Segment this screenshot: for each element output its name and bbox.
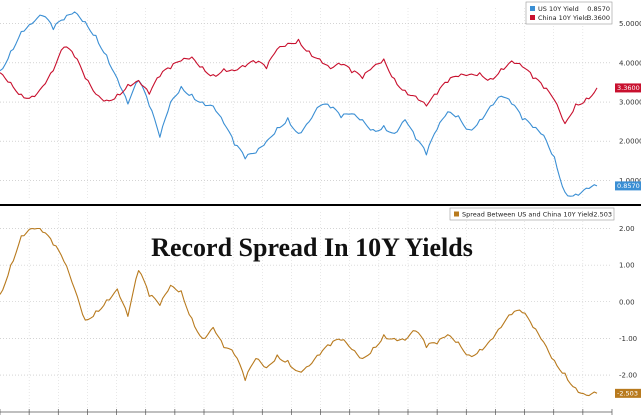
lower-legend: Spread Between US and China 10Y Yield -2…: [449, 207, 615, 221]
upper-y-tick-label: 2.0000: [619, 138, 641, 146]
lower-last-value-badge-0: [615, 388, 641, 398]
upper-y-tick-label: 3.0000: [619, 99, 641, 107]
upper-legend: US 10Y Yield 0.8570 China 10Y Yield 3.36…: [525, 1, 613, 25]
lower-y-tick-label: 2.00: [619, 225, 635, 233]
upper-series-line-1: [0, 38, 598, 125]
upper-series-line-0: [0, 11, 598, 197]
lower-y-tick-label: -2.00: [619, 372, 637, 380]
upper-panel-series: [0, 11, 598, 197]
upper-y-axis: 5.0000 4.0000 3.0000 2.0000 1.0000: [619, 20, 641, 185]
upper-last-value-badge-1: [615, 83, 641, 93]
upper-last-value-badges: 0.8570 3.3600: [615, 83, 641, 191]
lower-y-tick-label: 0.00: [619, 298, 635, 306]
x-axis-ticks: [0, 409, 613, 415]
legend-swatch-spread: [454, 211, 459, 217]
upper-panel-grid: [0, 8, 612, 200]
upper-y-tick-label: 5.0000: [619, 20, 641, 28]
chart-title: Record Spread In 10Y Yields: [151, 233, 473, 262]
legend-value-spread: -2.503: [591, 211, 612, 219]
lower-y-tick-label: 1.00: [619, 262, 635, 270]
lower-panel-grid: [0, 212, 612, 408]
lower-last-value-badges: -2.503: [615, 388, 641, 398]
legend-label-us: US 10Y Yield: [538, 5, 579, 13]
upper-legend-box: [525, 1, 613, 25]
legend-swatch-us: [530, 6, 535, 11]
lower-last-value-text-0: -2.503: [617, 390, 638, 398]
legend-label-spread: Spread Between US and China 10Y Yield: [462, 211, 593, 219]
upper-last-value-badge-0: [615, 181, 641, 191]
lower-legend-box: [449, 207, 615, 221]
legend-swatch-china: [530, 15, 535, 20]
lower-series-line-0: [0, 227, 598, 397]
legend-value-china: 3.3600: [587, 14, 610, 22]
legend-value-us: 0.8570: [587, 5, 610, 13]
upper-y-tick-label: 4.0000: [619, 59, 641, 67]
legend-label-china: China 10Y Yield: [538, 14, 588, 22]
lower-y-tick-label: -1.00: [619, 335, 637, 343]
upper-last-value-text-1: 3.3600: [617, 84, 640, 92]
lower-panel-series: [0, 227, 598, 397]
upper-y-tick-label: 1.0000: [619, 177, 641, 185]
lower-y-axis: 2.00 1.00 0.00 -1.00 -2.00: [619, 225, 637, 380]
upper-last-value-text-0: 0.8570: [617, 182, 640, 190]
